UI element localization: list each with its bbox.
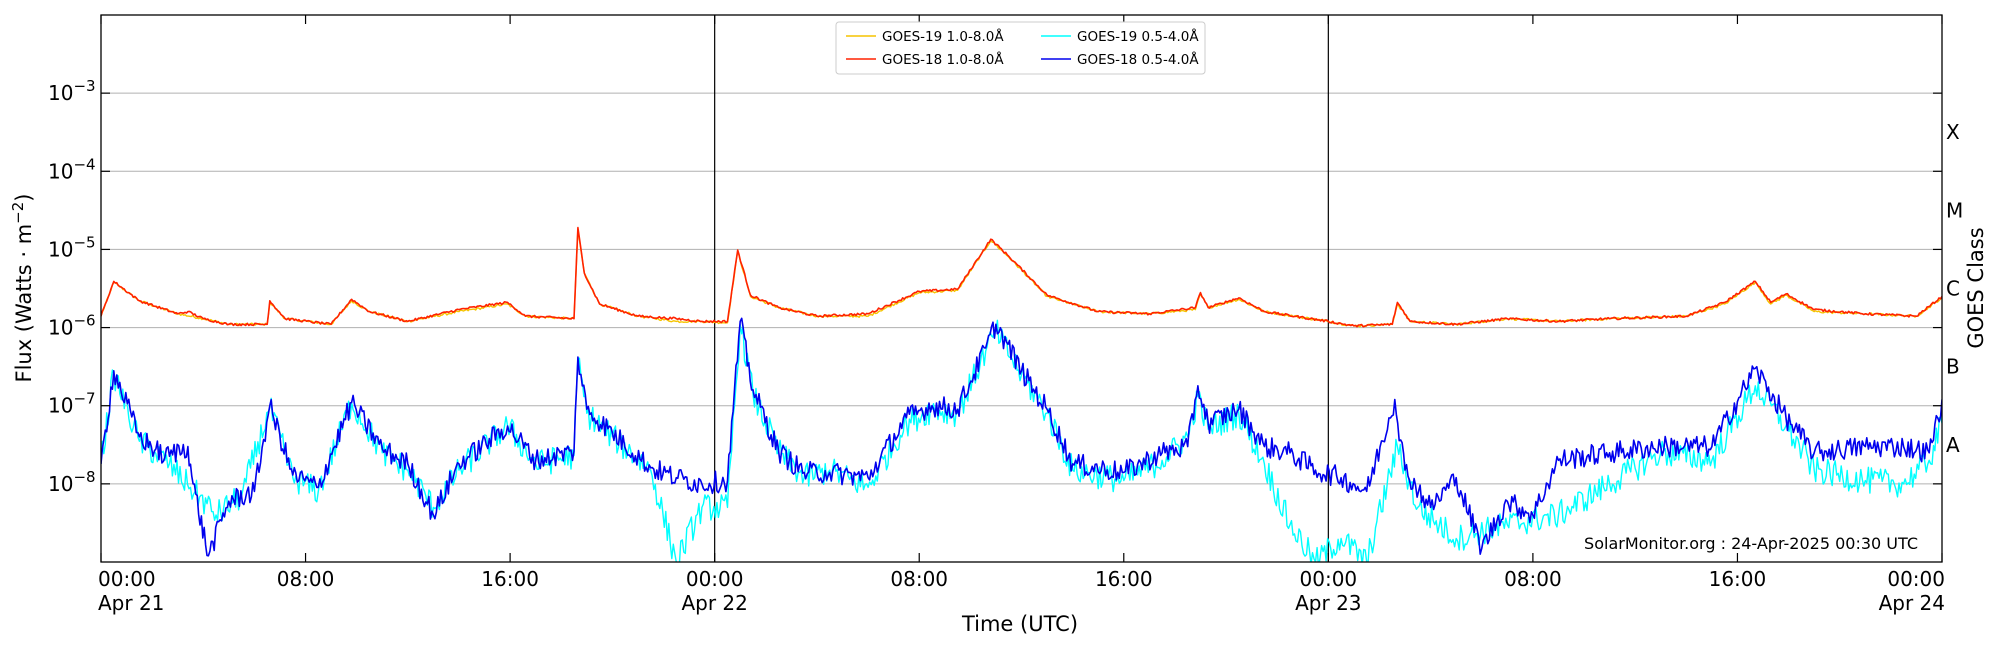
y-tick-exponent: −3 <box>73 77 95 95</box>
legend: GOES-19 1.0-8.0Å GOES-18 1.0-8.0Å GOES-19 … <box>835 21 1206 75</box>
x-tick-label-time: 16:00 <box>481 567 539 591</box>
y-axis-ticks: 10−810−710−610−510−410−3 <box>48 77 1942 496</box>
y-tick-exponent: −8 <box>73 468 95 486</box>
y-tick-base: 10 <box>48 159 73 183</box>
x-tick-label-time: 08:00 <box>1504 567 1562 591</box>
y-tick-base: 10 <box>48 81 73 105</box>
goes-class-labels: A B C M X <box>1946 120 1963 457</box>
x-tick-label-date: Apr 21 <box>98 591 164 615</box>
series-line <box>101 317 1942 557</box>
y-tick-label: 10−5 <box>48 233 96 261</box>
y-tick-label: 10−7 <box>48 390 96 418</box>
right-axis-title: GOES Class <box>1964 227 1988 348</box>
y-tick-label: 10−3 <box>48 77 96 105</box>
goes-class-label: C <box>1946 277 1960 301</box>
series-lines <box>101 226 1942 562</box>
x-tick-label-time: 16:00 <box>1709 567 1767 591</box>
legend-frame <box>835 21 1206 75</box>
series-line <box>101 226 1942 328</box>
x-tick-label-date: Apr 22 <box>681 591 747 615</box>
goes-class-label: A <box>1946 433 1960 457</box>
x-tick-label-time: 08:00 <box>277 567 335 591</box>
legend-label: GOES-19 0.5-4.0Å <box>1077 28 1199 45</box>
x-tick-label-time: 00:00 <box>1887 567 1945 591</box>
y-axis-title-exponent: −2 <box>9 202 27 224</box>
y-tick-base: 10 <box>48 394 73 418</box>
goes-class-label: X <box>1946 120 1960 144</box>
goes-class-label: B <box>1946 355 1960 379</box>
y-tick-exponent: −4 <box>73 155 95 173</box>
y-axis-title: Flux (Watts · m−2) <box>9 193 36 382</box>
x-tick-label-time: 08:00 <box>890 567 948 591</box>
legend-label: GOES-18 0.5-4.0Å <box>1077 51 1199 68</box>
y-tick-exponent: −6 <box>73 312 95 330</box>
x-tick-label-date: Apr 24 <box>1879 591 1945 615</box>
plot-frame <box>100 14 1943 563</box>
y-tick-exponent: −7 <box>73 390 95 408</box>
credit-text: SolarMonitor.org : 24-Apr-2025 00:30 UTC <box>1584 534 1918 553</box>
y-tick-base: 10 <box>48 237 73 261</box>
y-tick-exponent: −5 <box>73 233 95 251</box>
x-tick-label-time: 16:00 <box>1095 567 1153 591</box>
y-tick-label: 10−8 <box>48 468 96 496</box>
legend-label: GOES-18 1.0-8.0Å <box>882 51 1004 68</box>
x-tick-label-time: 00:00 <box>686 567 744 591</box>
grid-lines <box>101 92 1942 485</box>
y-tick-base: 10 <box>48 316 73 340</box>
x-tick-label-time: 00:00 <box>1300 567 1358 591</box>
y-tick-label: 10−4 <box>48 155 96 183</box>
y-tick-label: 10−6 <box>48 312 96 340</box>
legend-label: GOES-19 1.0-8.0Å <box>882 28 1004 45</box>
y-axis-title-close: ) <box>12 193 36 201</box>
x-tick-label-date: Apr 23 <box>1295 591 1361 615</box>
y-axis-title-main: Flux (Watts · m <box>12 224 36 383</box>
x-axis-title: Time (UTC) <box>961 612 1078 636</box>
y-tick-base: 10 <box>48 472 73 496</box>
x-tick-label-time: 00:00 <box>98 567 156 591</box>
goes-class-label: M <box>1946 198 1963 222</box>
